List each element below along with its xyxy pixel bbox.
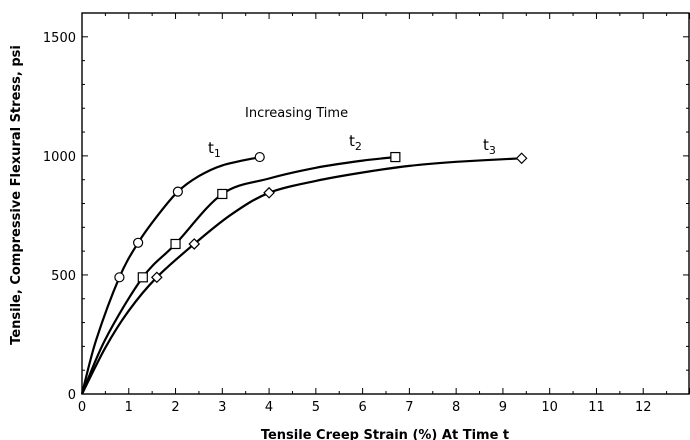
curve-label-t2: t2 — [349, 132, 362, 153]
marker-t1-circle — [172, 186, 183, 197]
x-tick-label: 0 — [78, 400, 86, 415]
marker-t2-square — [137, 272, 148, 283]
curve-label-t1-sub: 1 — [214, 147, 221, 160]
x-tick-label: 6 — [358, 400, 366, 415]
marker-t1-circle — [254, 151, 265, 163]
marker-t2-square — [170, 238, 181, 250]
annotation-increasing-time: Increasing Time — [245, 106, 348, 121]
y-tick-label: 1500 — [43, 31, 76, 46]
plot-frame — [81, 12, 690, 395]
marker-t3-diamond — [515, 152, 528, 165]
x-tick-label: 1 — [125, 400, 133, 415]
curve-label-t3-sub: 3 — [489, 144, 496, 157]
y-tick-label: 500 — [51, 269, 76, 284]
x-tick-label: 9 — [499, 400, 507, 415]
x-tick-label: 8 — [452, 400, 460, 415]
curve-label-t3: t3 — [483, 136, 496, 157]
curve-label-t2-main: t — [349, 132, 355, 150]
curve-t3 — [81, 157, 522, 395]
marker-t2-square — [217, 188, 228, 200]
curve-t1 — [80, 156, 260, 395]
x-tick-label: 7 — [405, 400, 413, 415]
x-tick-label: 3 — [218, 400, 226, 415]
x-tick-label: 10 — [541, 400, 558, 415]
y-tick-label: 0 — [68, 388, 76, 403]
marker-t1-circle — [114, 272, 125, 283]
curve-label-t3-main: t — [483, 136, 489, 154]
curve-label-t2-sub: 2 — [355, 140, 362, 153]
x-tick-label: 12 — [635, 400, 652, 415]
x-tick-label: 4 — [265, 400, 273, 415]
marker-t3-diamond — [150, 271, 163, 284]
curve-label-t1: t1 — [208, 139, 221, 160]
y-tick-label: 1000 — [43, 150, 76, 165]
x-axis-label: Tensile Creep Strain (%) At Time t — [261, 428, 509, 440]
marker-t3-diamond — [188, 238, 201, 250]
x-tick-label: 11 — [588, 400, 605, 415]
curve-t2 — [80, 156, 396, 395]
marker-t3-diamond — [263, 186, 275, 199]
x-tick-label: 2 — [171, 400, 179, 415]
x-tick-label: 5 — [312, 400, 320, 415]
marker-t1-circle — [133, 237, 144, 248]
marker-t2-square — [390, 151, 401, 163]
y-axis-label: Tensile, Compressive Flexural Stress, ps… — [9, 45, 24, 345]
curve-label-t1-main: t — [208, 139, 214, 157]
curves-layer — [80, 156, 522, 395]
markers-layer — [114, 151, 528, 284]
